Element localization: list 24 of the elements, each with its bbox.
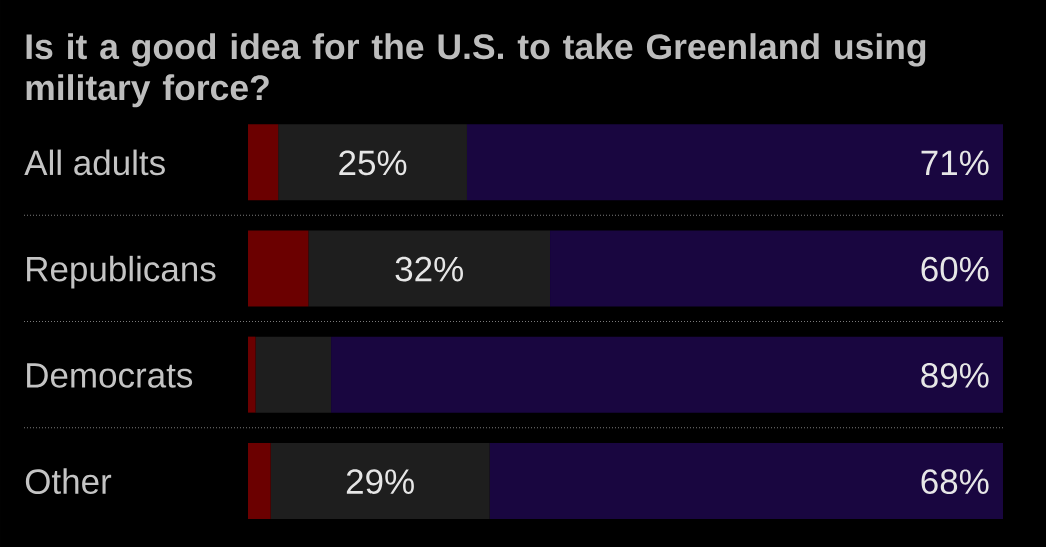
bar xyxy=(248,124,279,201)
bar xyxy=(331,336,1004,413)
data-label: 32% xyxy=(395,256,463,282)
data-label: 68% xyxy=(921,469,989,495)
y-tick-label: Other xyxy=(25,468,112,495)
data-label: 25% xyxy=(339,150,407,176)
bar xyxy=(248,442,271,519)
data-label: 29% xyxy=(346,469,414,495)
y-tick-label: All adults xyxy=(24,149,165,176)
bar xyxy=(466,124,1004,201)
bar xyxy=(550,230,1004,307)
bar xyxy=(278,124,467,201)
bar xyxy=(248,336,256,413)
bar xyxy=(489,442,1004,519)
y-tick-label: Democrats xyxy=(27,363,193,388)
chart-title: Is it a good idea for the U.S. to take Greenland using military force? xyxy=(26,33,926,108)
bar xyxy=(248,230,309,307)
bar xyxy=(308,230,550,307)
data-label: 71% xyxy=(921,150,989,176)
y-tick-label: Republicans xyxy=(27,255,216,289)
bar xyxy=(270,442,490,519)
data-label: 60% xyxy=(921,256,989,282)
data-label: 89% xyxy=(921,362,989,388)
bar xyxy=(255,336,332,413)
